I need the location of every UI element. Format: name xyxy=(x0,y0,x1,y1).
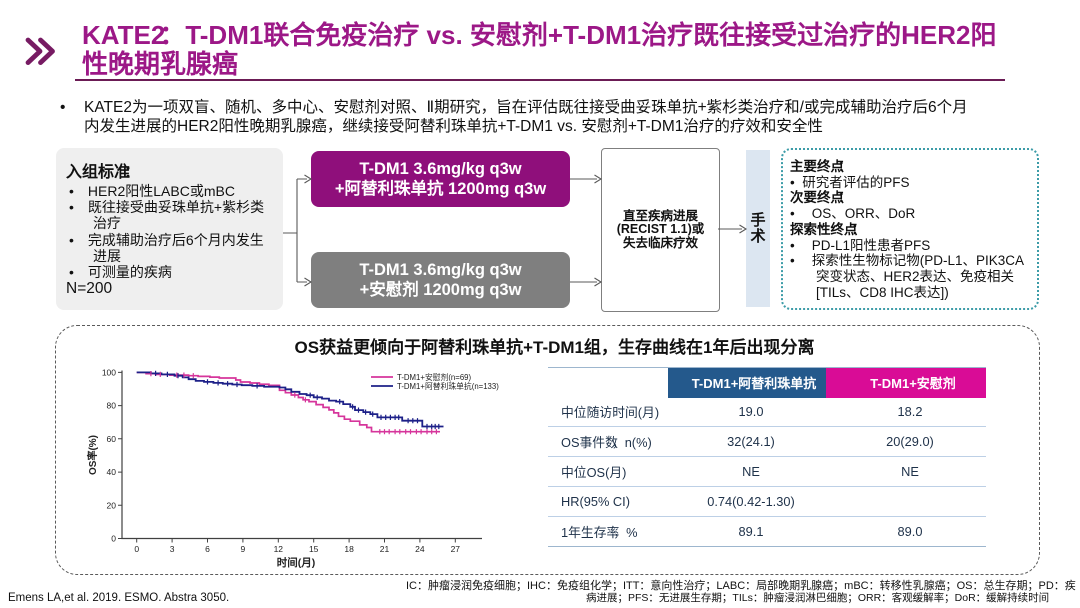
svg-text:T-DM1+安慰剂(n=69): T-DM1+安慰剂(n=69) xyxy=(397,372,471,382)
svg-text:21: 21 xyxy=(380,544,390,554)
svg-text:27: 27 xyxy=(451,544,461,554)
svg-text:15: 15 xyxy=(309,544,319,554)
svg-text:0: 0 xyxy=(134,544,139,554)
svg-text:100: 100 xyxy=(102,367,116,377)
svg-text:9: 9 xyxy=(241,544,246,554)
svg-text:20: 20 xyxy=(107,500,117,510)
svg-text:0: 0 xyxy=(111,534,116,544)
svg-text:3: 3 xyxy=(170,544,175,554)
svg-text:80: 80 xyxy=(107,401,117,411)
svg-text:60: 60 xyxy=(107,434,117,444)
svg-text:18: 18 xyxy=(344,544,354,554)
svg-text:时间(月): 时间(月) xyxy=(277,556,316,569)
svg-text:6: 6 xyxy=(205,544,210,554)
svg-text:OS率(%): OS率(%) xyxy=(86,435,99,475)
svg-text:40: 40 xyxy=(107,467,117,477)
svg-text:24: 24 xyxy=(415,544,425,554)
svg-text:12: 12 xyxy=(274,544,284,554)
svg-text:T-DM1+阿替利珠单抗(n=133): T-DM1+阿替利珠单抗(n=133) xyxy=(397,381,499,391)
